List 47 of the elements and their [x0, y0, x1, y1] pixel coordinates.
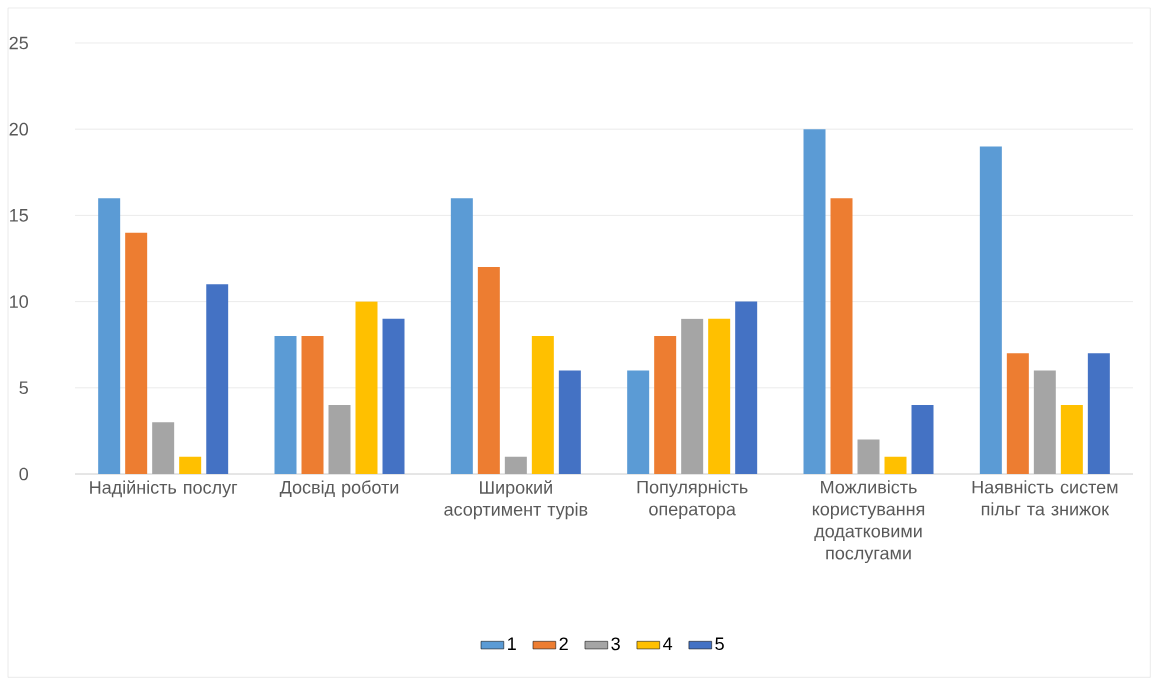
bar	[884, 456, 907, 475]
bar	[179, 456, 202, 475]
bar	[477, 267, 500, 475]
x-tick-label: Досвід роботи	[279, 480, 399, 498]
bar	[152, 422, 175, 475]
legend-label: 3	[611, 637, 620, 651]
x-tick-label: Можливість користування додатковими послугами	[812, 480, 925, 564]
x-tick-label: Надійність послуг	[90, 480, 238, 498]
x-tick-label: Наявність систем пільг та знижок	[972, 480, 1118, 516]
bar	[274, 336, 297, 475]
bar	[355, 301, 378, 475]
bar	[803, 129, 826, 475]
bar	[708, 318, 731, 475]
y-tick-label: 15	[10, 209, 28, 222]
bar	[1033, 370, 1056, 475]
bar	[681, 318, 704, 475]
bar	[911, 405, 934, 475]
bar	[1006, 353, 1029, 475]
x-tick-label: Широкий асортимент турів	[444, 480, 588, 520]
y-tick-label: 20	[9, 122, 29, 136]
bar	[627, 370, 650, 475]
bar	[1087, 353, 1110, 475]
y-tick-label: 10	[10, 295, 29, 308]
bar	[735, 301, 758, 475]
legend-label: 4	[663, 637, 673, 650]
x-tick-label: Популярність оператора	[637, 480, 748, 520]
bar	[504, 456, 527, 475]
legend-label: 5	[715, 637, 724, 651]
y-tick-label: 0	[19, 467, 29, 481]
bar	[98, 198, 121, 475]
legend-label: 1	[508, 637, 516, 650]
bar	[125, 232, 148, 475]
legend-label: 2	[559, 637, 568, 651]
bar	[830, 198, 853, 475]
bar	[301, 336, 324, 475]
y-tick-label: 5	[19, 381, 28, 395]
bar	[328, 405, 351, 475]
bar	[531, 336, 554, 475]
bar	[1060, 405, 1083, 475]
bar	[654, 336, 677, 475]
bar	[450, 198, 473, 475]
bar	[857, 439, 880, 475]
bar	[206, 284, 229, 475]
y-tick-label: 25	[9, 36, 28, 50]
bar	[558, 370, 581, 475]
bar	[382, 318, 405, 475]
bar	[979, 146, 1002, 475]
